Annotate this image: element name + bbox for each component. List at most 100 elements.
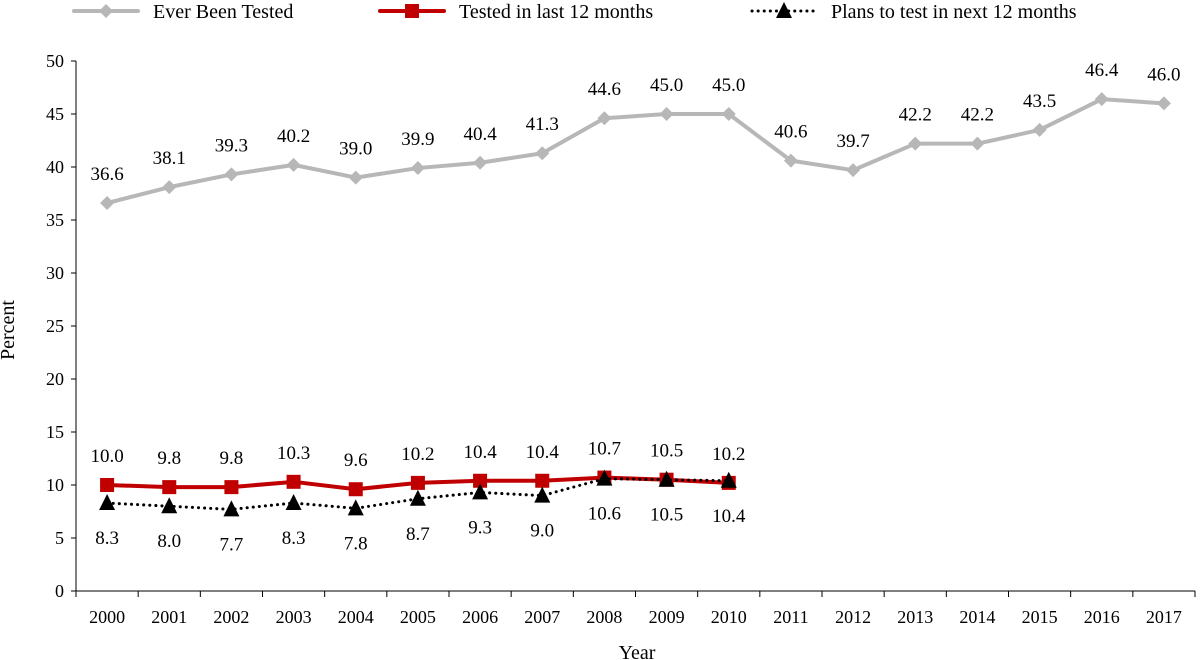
x-tick-label: 2011 xyxy=(773,607,808,627)
data-label: 44.6 xyxy=(588,79,621,100)
data-label: 41.3 xyxy=(526,114,559,135)
data-label: 45.0 xyxy=(712,75,745,96)
data-label: 7.7 xyxy=(220,534,244,555)
x-tick-label: 2001 xyxy=(151,607,187,627)
data-point-triangle xyxy=(161,497,178,514)
data-point-square xyxy=(535,473,550,488)
data-point-diamond xyxy=(970,136,985,151)
data-label: 43.5 xyxy=(1023,91,1056,112)
y-axis: 0 5 10 15 20 25 30 35 40 45 50 xyxy=(46,51,77,601)
series-plans-to-test-in-next-12-months: 8.3 8.0 7.7 8.3 7.8 8.7 9.3 9.0 10.6 10.5 10.4 xyxy=(95,469,746,555)
series-ever-been-tested: 36.6 38.1 39.3 40.2 39.0 39.9 40.4 41.3 44.6 45.0… xyxy=(90,60,1181,211)
legend: Ever Been Tested Tested in last 12 months… xyxy=(72,1,1077,23)
y-tick-label: 45 xyxy=(46,104,64,124)
y-tick-label: 5 xyxy=(55,528,64,548)
data-point-square xyxy=(410,475,425,490)
x-axis-title: Year xyxy=(619,642,656,660)
data-point-triangle xyxy=(596,469,613,486)
data-label: 39.9 xyxy=(401,129,434,150)
x-tick-label: 2009 xyxy=(649,607,685,627)
data-point-diamond xyxy=(1156,96,1171,111)
y-tick-label: 35 xyxy=(46,210,64,230)
data-label: 9.6 xyxy=(344,450,368,471)
y-tick-label: 40 xyxy=(46,157,64,177)
data-point-diamond xyxy=(410,161,425,176)
data-label: 8.3 xyxy=(282,528,306,549)
data-point-triangle xyxy=(658,470,675,487)
y-tick-label: 0 xyxy=(55,581,64,601)
data-point-square xyxy=(473,473,488,488)
data-label: 40.4 xyxy=(463,124,497,145)
x-axis: 2000 2001 2002 2003 2004 2005 2006 2007 2008 2009… xyxy=(75,590,1196,627)
x-tick-label: 2013 xyxy=(897,607,933,627)
data-point-diamond xyxy=(473,155,488,170)
data-point-diamond xyxy=(100,196,115,211)
x-tick-label: 2002 xyxy=(213,607,249,627)
x-tick-label: 2006 xyxy=(462,607,498,627)
x-tick-label: 2012 xyxy=(835,607,871,627)
x-tick-label: 2000 xyxy=(89,607,125,627)
x-tick-label: 2004 xyxy=(338,607,374,627)
legend-marker-diamond xyxy=(99,4,113,18)
data-point-square xyxy=(162,480,177,495)
data-label: 8.3 xyxy=(95,528,119,549)
data-label: 7.8 xyxy=(344,533,368,554)
data-label: 40.2 xyxy=(277,126,310,147)
x-tick-label: 2008 xyxy=(586,607,622,627)
data-point-diamond xyxy=(224,167,239,182)
series-line xyxy=(105,97,1166,206)
data-point-square xyxy=(286,474,301,489)
x-tick-label: 2005 xyxy=(400,607,436,627)
data-point-square xyxy=(100,478,115,492)
legend-item: Tested in last 12 months xyxy=(378,1,653,23)
data-label: 10.4 xyxy=(712,506,746,527)
data-point-diamond xyxy=(721,107,736,121)
data-label: 10.0 xyxy=(90,446,123,467)
legend-item: Plans to test in next 12 months xyxy=(750,1,1077,23)
data-point-diamond xyxy=(783,153,798,168)
y-axis-title: Percent xyxy=(0,300,19,360)
x-tick-label: 2010 xyxy=(711,607,747,627)
data-point-triangle xyxy=(472,483,489,500)
data-label: 10.2 xyxy=(712,444,745,465)
data-label: 10.5 xyxy=(650,441,683,462)
data-label: 45.0 xyxy=(650,75,683,96)
data-point-diamond xyxy=(597,111,612,126)
data-point-triangle xyxy=(409,489,426,506)
x-tick-label: 2017 xyxy=(1146,607,1182,627)
data-point-triangle xyxy=(223,500,240,517)
data-point-triangle xyxy=(99,494,116,511)
legend-label: Plans to test in next 12 months xyxy=(831,1,1077,23)
data-label: 46.4 xyxy=(1085,60,1119,81)
data-point-triangle xyxy=(534,486,551,503)
data-label: 8.7 xyxy=(406,524,430,545)
series-tested-in-last-12-months: 10.0 9.8 9.8 10.3 9.6 10.2 10.4 10.4 10.7 10.5 10.… xyxy=(90,439,745,497)
data-label: 10.6 xyxy=(588,504,621,525)
legend-label: Ever Been Tested xyxy=(153,1,293,23)
data-point-triangle xyxy=(720,471,737,488)
data-label: 10.4 xyxy=(463,442,497,463)
legend-item: Ever Been Tested xyxy=(72,1,293,23)
data-label: 36.6 xyxy=(90,164,123,185)
data-label: 9.0 xyxy=(530,521,554,542)
x-tick-label: 2016 xyxy=(1084,607,1120,627)
data-label: 9.3 xyxy=(468,517,492,538)
data-point-diamond xyxy=(348,170,363,185)
data-point-diamond xyxy=(162,180,177,195)
data-point-diamond xyxy=(1032,122,1047,137)
x-tick-label: 2015 xyxy=(1022,607,1058,627)
y-tick-label: 30 xyxy=(46,263,64,283)
data-point-diamond xyxy=(659,107,674,121)
data-label: 9.8 xyxy=(220,448,244,469)
y-tick-label: 20 xyxy=(46,369,64,389)
series-layer: 36.6 38.1 39.3 40.2 39.0 39.9 40.4 41.3 44.6 45.0… xyxy=(90,60,1180,555)
data-point-diamond xyxy=(535,146,550,161)
data-label: 42.2 xyxy=(899,105,932,126)
data-label: 10.3 xyxy=(277,443,310,464)
data-point-triangle xyxy=(347,499,364,516)
x-tick-label: 2003 xyxy=(276,607,312,627)
data-label: 38.1 xyxy=(153,148,186,169)
x-tick-label: 2014 xyxy=(959,607,995,627)
data-point-diamond xyxy=(846,163,861,178)
